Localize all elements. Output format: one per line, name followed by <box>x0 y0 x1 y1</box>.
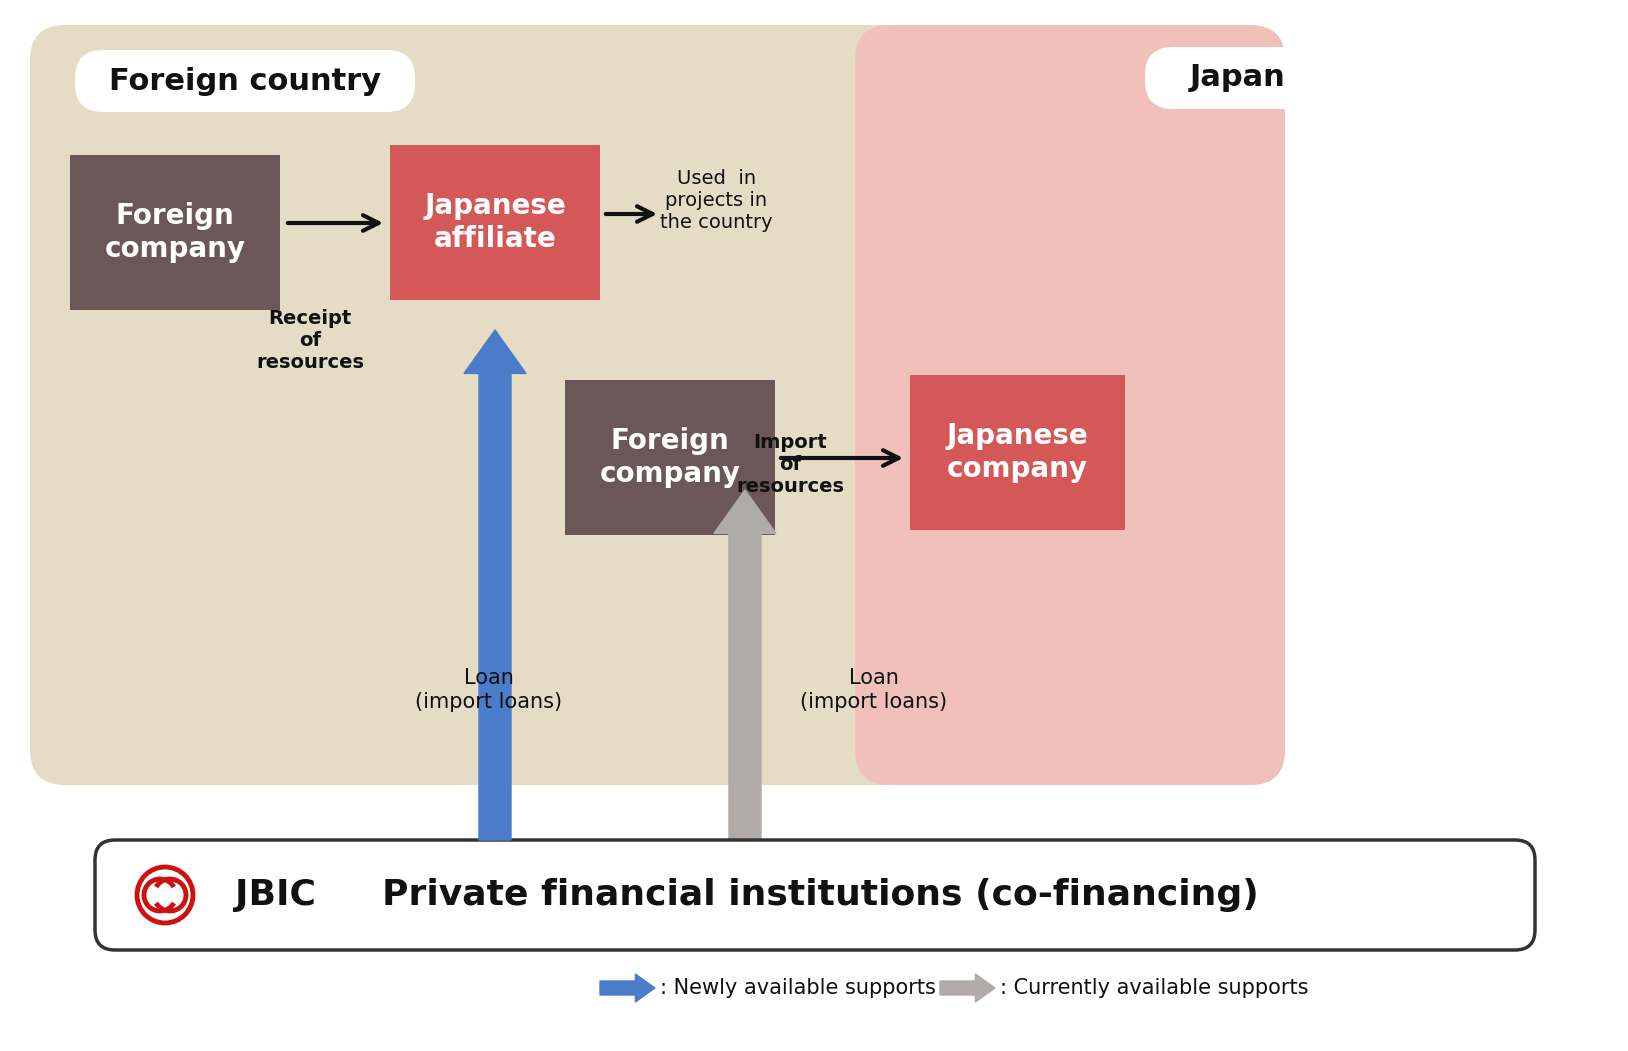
Bar <box>565 380 775 535</box>
Bar <box>910 375 1125 530</box>
Text: Private financial institutions (co-financing): Private financial institutions (co-finan… <box>381 878 1258 912</box>
Text: Foreign
company: Foreign company <box>599 428 741 488</box>
Text: : Newly available supports: : Newly available supports <box>659 978 936 998</box>
FancyBboxPatch shape <box>1144 47 1330 109</box>
Text: Used  in
projects in
the country: Used in projects in the country <box>659 168 773 231</box>
Polygon shape <box>939 974 995 1002</box>
Text: Japanese
company: Japanese company <box>946 423 1089 482</box>
Text: Japanese
affiliate: Japanese affiliate <box>425 192 567 252</box>
Text: Receipt
of
resources: Receipt of resources <box>256 309 365 371</box>
Text: Japan: Japan <box>1190 63 1286 92</box>
Text: JBIC: JBIC <box>234 878 316 912</box>
Polygon shape <box>715 490 777 840</box>
Text: Loan
(import loans): Loan (import loans) <box>799 668 947 712</box>
Polygon shape <box>601 974 654 1002</box>
Text: Loan
(import loans): Loan (import loans) <box>415 668 562 712</box>
Polygon shape <box>464 330 526 840</box>
FancyBboxPatch shape <box>94 840 1535 950</box>
Text: Import
of
resources: Import of resources <box>736 433 843 496</box>
Text: Foreign country: Foreign country <box>109 66 381 96</box>
FancyBboxPatch shape <box>29 25 1284 785</box>
Text: Foreign
company: Foreign company <box>104 202 246 263</box>
FancyBboxPatch shape <box>75 50 415 112</box>
Bar <box>391 145 601 300</box>
FancyBboxPatch shape <box>855 25 1284 785</box>
Text: : Currently available supports: : Currently available supports <box>1000 978 1309 998</box>
Bar <box>70 154 280 310</box>
